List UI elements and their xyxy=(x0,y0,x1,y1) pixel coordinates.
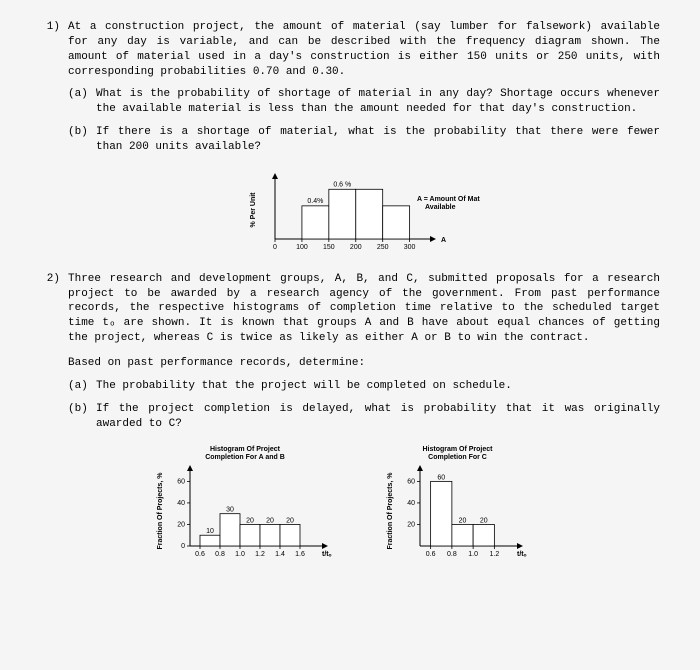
p1-a-label: (a) xyxy=(68,87,96,117)
svg-text:60: 60 xyxy=(177,479,185,486)
svg-text:150: 150 xyxy=(323,244,335,251)
svg-text:Completion For C: Completion For C xyxy=(428,454,487,461)
p2-histogram-c: Histogram Of ProjectCompletion For C Frac… xyxy=(380,441,550,561)
svg-text:20: 20 xyxy=(246,518,254,525)
svg-text:A: A xyxy=(441,237,446,244)
p1-a: (a) What is the probability of shortage … xyxy=(68,87,660,117)
p2-row: 2) Three research and development groups… xyxy=(40,272,660,346)
svg-text:100: 100 xyxy=(296,244,308,251)
svg-text:20: 20 xyxy=(177,522,185,529)
p2-num: 2) xyxy=(40,272,68,346)
p1-a-text: What is the probability of shortage of m… xyxy=(96,87,660,117)
p1-body: At a construction project, the amount of… xyxy=(68,20,660,79)
svg-text:60: 60 xyxy=(407,479,415,486)
svg-text:Completion For A and B: Completion For A and B xyxy=(205,454,285,461)
problem-2: 2) Three research and development groups… xyxy=(40,272,660,562)
svg-text:Histogram Of Project: Histogram Of Project xyxy=(210,446,281,453)
svg-text:250: 250 xyxy=(377,244,389,251)
svg-text:200: 200 xyxy=(350,244,362,251)
svg-text:1.2: 1.2 xyxy=(255,551,265,558)
svg-text:1.4: 1.4 xyxy=(275,551,285,558)
svg-text:300: 300 xyxy=(404,244,416,251)
svg-text:t/tₒ: t/tₒ xyxy=(517,551,527,558)
svg-text:0.6 %: 0.6 % xyxy=(333,181,351,188)
p2-body: Three research and development groups, A… xyxy=(68,272,660,346)
svg-text:Histogram Of Project: Histogram Of Project xyxy=(422,446,493,453)
p2-a-label: (a) xyxy=(68,379,96,394)
svg-text:10: 10 xyxy=(206,529,214,536)
p1-b: (b) If there is a shortage of material, … xyxy=(68,125,660,155)
svg-text:0: 0 xyxy=(181,543,185,550)
p2-a: (a) The probability that the project wil… xyxy=(68,379,660,394)
svg-text:20: 20 xyxy=(407,522,415,529)
svg-text:Fraction Of Projects, %: Fraction Of Projects, % xyxy=(157,472,164,550)
p1-row: 1) At a construction project, the amount… xyxy=(40,20,660,79)
svg-text:40: 40 xyxy=(177,500,185,507)
svg-text:60: 60 xyxy=(437,475,445,482)
svg-text:0.6: 0.6 xyxy=(426,551,436,558)
svg-text:% Per Unit: % Per Unit xyxy=(250,192,257,228)
p1-chart-wrap: % Per Unit A 0.4% 0.6 % 0 100 150 200 250 300 A = … xyxy=(40,161,660,256)
svg-text:20: 20 xyxy=(459,518,467,525)
p1-histogram: % Per Unit A 0.4% 0.6 % 0 100 150 200 250 300 A = … xyxy=(220,161,480,256)
svg-text:1.0: 1.0 xyxy=(235,551,245,558)
svg-text:A = Amount Of Material: A = Amount Of Material xyxy=(417,196,480,203)
p2-a-text: The probability that the project will be… xyxy=(96,379,660,394)
p1-b-label: (b) xyxy=(68,125,96,155)
svg-text:20: 20 xyxy=(480,518,488,525)
svg-text:0.6: 0.6 xyxy=(195,551,205,558)
svg-text:1.0: 1.0 xyxy=(468,551,478,558)
svg-text:0: 0 xyxy=(273,244,277,251)
p2-b: (b) If the project completion is delayed… xyxy=(68,402,660,432)
svg-text:Available: Available xyxy=(425,204,456,211)
svg-text:0.8: 0.8 xyxy=(447,551,457,558)
svg-text:0.8: 0.8 xyxy=(215,551,225,558)
svg-text:40: 40 xyxy=(407,500,415,507)
svg-text:20: 20 xyxy=(266,518,274,525)
svg-text:Fraction Of Projects, %: Fraction Of Projects, % xyxy=(387,472,394,550)
p2-b-label: (b) xyxy=(68,402,96,432)
svg-text:t/tₒ: t/tₒ xyxy=(322,551,332,558)
svg-text:1.6: 1.6 xyxy=(295,551,305,558)
p1-b-text: If there is a shortage of material, what… xyxy=(96,125,660,155)
p2-b-text: If the project completion is delayed, wh… xyxy=(96,402,660,432)
p1-num: 1) xyxy=(40,20,68,79)
p2-charts: Histogram Of ProjectCompletion For A and… xyxy=(40,441,660,561)
p2-lead: Based on past performance records, deter… xyxy=(68,356,660,371)
p2-histogram-ab: Histogram Of ProjectCompletion For A and… xyxy=(150,441,340,561)
svg-text:1.2: 1.2 xyxy=(490,551,500,558)
svg-text:20: 20 xyxy=(286,518,294,525)
problem-1: 1) At a construction project, the amount… xyxy=(40,20,660,256)
svg-text:0.4%: 0.4% xyxy=(307,198,323,205)
svg-text:30: 30 xyxy=(226,507,234,514)
